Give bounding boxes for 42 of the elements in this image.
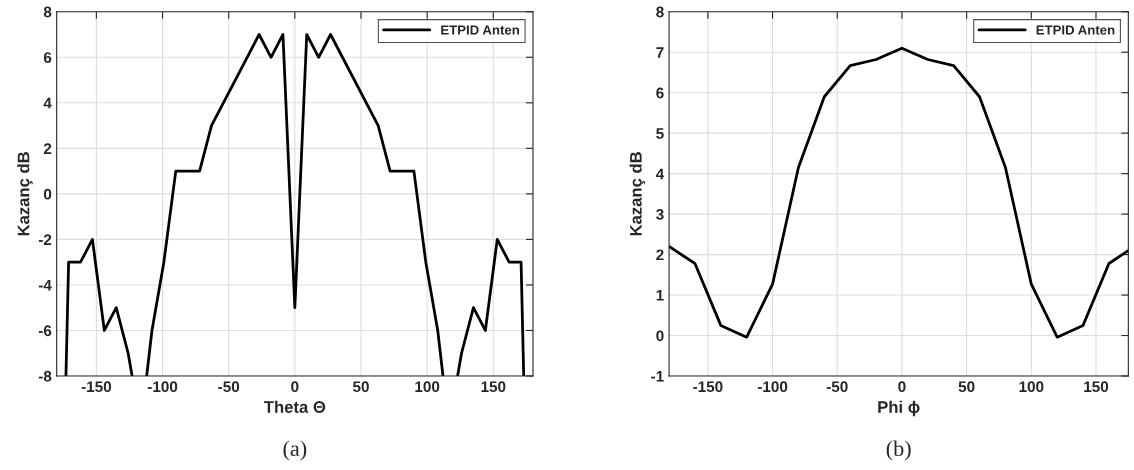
y-tick-label: 8 bbox=[656, 6, 664, 18]
x-axis-title: Theta Θ bbox=[264, 400, 326, 413]
x-tick-label: 150 bbox=[1084, 381, 1109, 393]
x-axis-title: Phi ϕ bbox=[878, 400, 920, 417]
y-tick-label: -4 bbox=[38, 279, 52, 291]
y-tick-label: 3 bbox=[656, 208, 664, 220]
x-tick-label: 50 bbox=[958, 381, 975, 393]
y-tick-label: -1 bbox=[651, 371, 664, 382]
x-tick-label: 100 bbox=[1019, 381, 1044, 393]
x-tick-label: 100 bbox=[415, 381, 440, 393]
text: (a) bbox=[283, 440, 307, 461]
y-tick-label: -2 bbox=[38, 234, 52, 245]
y-tick-label: 4 bbox=[43, 97, 52, 109]
x-tick-label: -100 bbox=[147, 381, 178, 393]
legend-label: ETPID Anten bbox=[441, 25, 519, 35]
x-tick-label: -150 bbox=[81, 381, 112, 393]
y-tick-label: 4 bbox=[655, 168, 665, 180]
y-tick-label: 5 bbox=[656, 128, 664, 139]
y-tick-label: -8 bbox=[38, 370, 52, 382]
y-tick-label: 6 bbox=[43, 52, 52, 63]
legend-label: ETPID Anten bbox=[1036, 25, 1115, 35]
y-tick-label: 0 bbox=[43, 188, 52, 200]
x-tick-label: -150 bbox=[693, 381, 723, 393]
y-tick-label: -6 bbox=[38, 325, 52, 337]
y-tick-label: 1 bbox=[656, 290, 664, 301]
x-tick-label: -50 bbox=[826, 381, 848, 393]
x-tick-label: 0 bbox=[291, 381, 299, 393]
y-tick-label: 2 bbox=[43, 143, 52, 154]
x-tick-label: 0 bbox=[898, 381, 906, 393]
x-tick-label: 150 bbox=[481, 381, 506, 393]
y-axis-title: Kazanç dB bbox=[629, 152, 646, 236]
x-tick-label: -50 bbox=[218, 381, 240, 393]
x-tick-label: -100 bbox=[757, 381, 788, 393]
line-series bbox=[669, 46, 1129, 339]
y-tick-label: 8 bbox=[43, 6, 52, 18]
text: (b) bbox=[886, 440, 911, 461]
y-tick-label: 6 bbox=[656, 87, 664, 99]
y-tick-label: 2 bbox=[656, 249, 664, 261]
y-tick-label: 7 bbox=[656, 47, 664, 58]
x-tick-label: 50 bbox=[352, 381, 369, 393]
y-tick-label: 0 bbox=[656, 330, 664, 342]
y-axis-title: Kazanç dB bbox=[17, 152, 33, 236]
